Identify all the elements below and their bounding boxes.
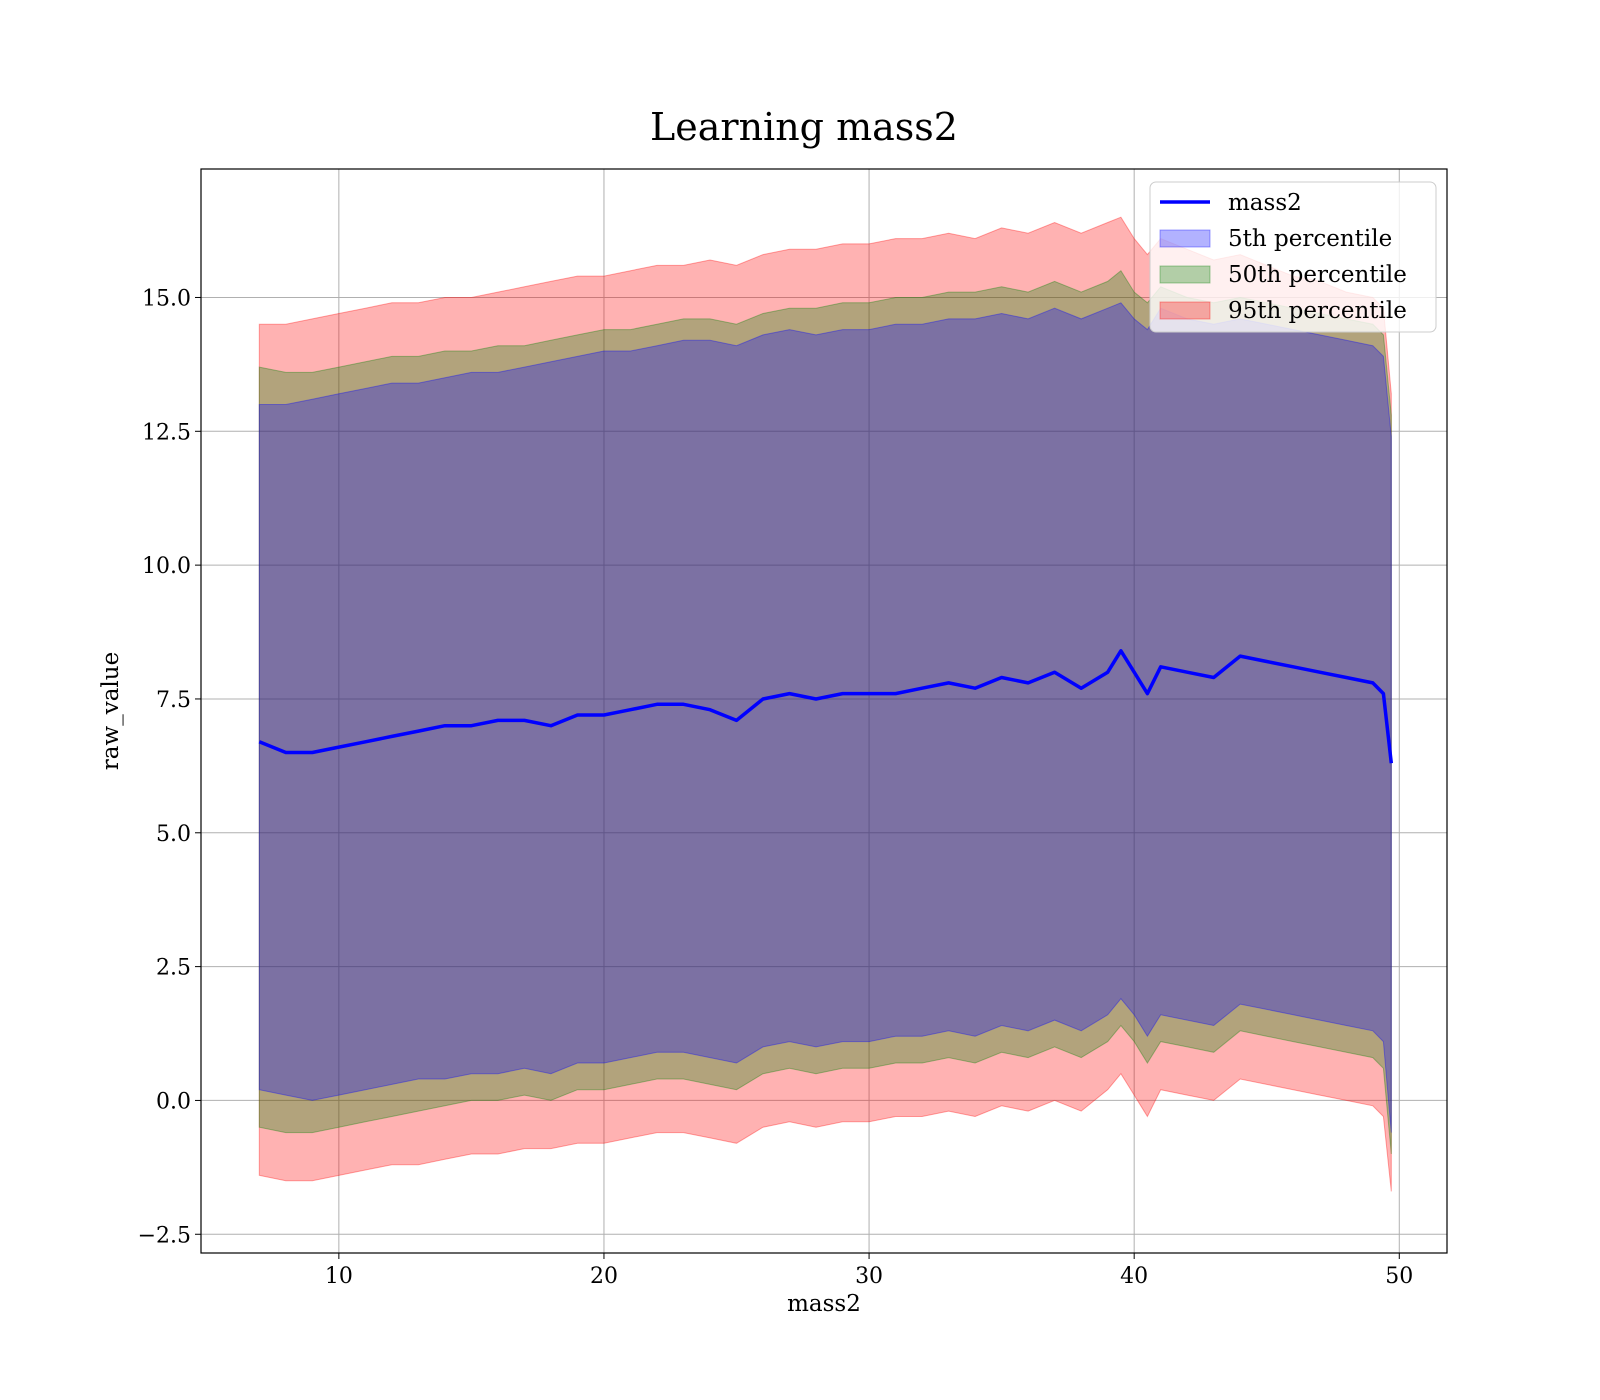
legend-label-95th-percentile: 95th percentile [1228,298,1407,324]
x-tick-label: 10 [325,1264,353,1289]
plot-area [200,168,1448,1254]
y-tick-label: 0.0 [156,1089,191,1114]
legend: mass2 5th percentile 50th percentile 95th p… [1149,181,1437,333]
plot-frame [200,168,1448,1254]
chart-title: Learning mass2 [650,105,958,149]
x-axis-ticks: 10 20 30 40 50 [325,1253,1413,1289]
y-tick-label: 12.5 [142,420,191,445]
line-mass2 [258,649,1394,764]
x-tick-label: 20 [590,1264,618,1289]
legend-label-5th-percentile: 5th percentile [1228,226,1392,252]
y-tick-label: 15.0 [142,286,191,311]
x-tick-label: 40 [1120,1264,1148,1289]
bands [258,216,1392,1192]
x-tick-label: 50 [1385,1264,1413,1289]
y-axis-label: raw_value [98,652,124,770]
x-axis-label: mass2 [787,1291,861,1317]
legend-label-50th-percentile: 50th percentile [1228,262,1407,288]
legend-swatch-95th-percentile [1159,301,1211,320]
lines [258,649,1394,764]
y-tick-label: 5.0 [156,822,191,847]
legend-box [1149,181,1437,333]
band-95th-percentile [258,216,1392,1192]
legend-label-mass2: mass2 [1228,190,1302,216]
y-tick-label: 7.5 [156,688,191,713]
legend-swatch-50th-percentile [1159,265,1211,284]
legend-swatch-5th-percentile [1159,229,1211,248]
y-axis-ticks: −2.5 0.0 2.5 5.0 7.5 10.0 12.5 15.0 [138,286,201,1248]
y-tick-label: 2.5 [156,956,191,981]
grid [201,169,1447,1253]
x-tick-label: 30 [855,1264,883,1289]
y-tick-label: 10.0 [142,554,191,579]
y-tick-label: −2.5 [138,1223,191,1248]
band-50th-percentile [258,269,1392,1155]
plot-background [201,169,1447,1253]
band-5th-percentile [258,302,1392,1133]
